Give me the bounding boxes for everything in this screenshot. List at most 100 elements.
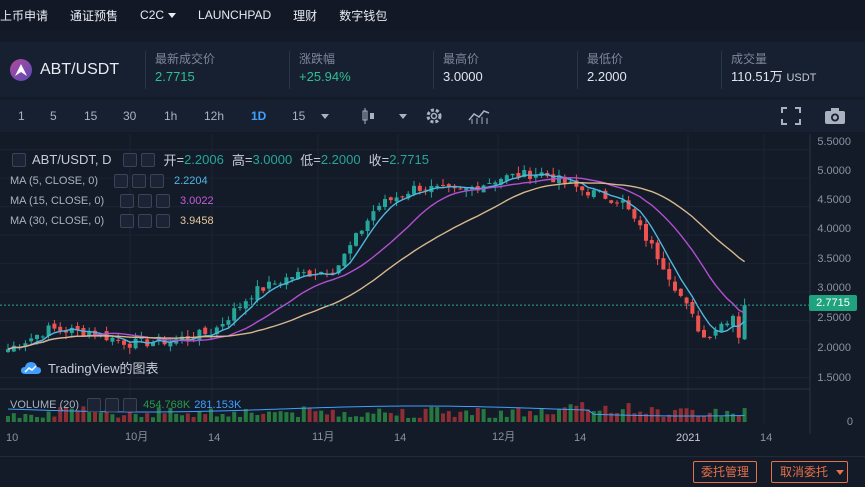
candle-body — [615, 202, 619, 204]
low-label: 低 — [300, 153, 314, 168]
volume-bar — [46, 411, 51, 422]
candle-body — [290, 276, 295, 280]
volume-bar — [580, 402, 585, 422]
candle-body — [336, 265, 341, 274]
chart-canvas[interactable] — [0, 134, 865, 454]
ma-label: MA (30, CLOSE, 0) — [10, 215, 105, 227]
eye-icon[interactable] — [87, 398, 102, 412]
gear-icon[interactable] — [141, 152, 156, 167]
volume-bar — [359, 416, 364, 422]
volume-bar — [35, 417, 39, 422]
volume-bar — [551, 414, 556, 422]
chevron-down-icon — [320, 114, 329, 120]
volume-unit: USDT — [786, 71, 817, 84]
volume-bar — [545, 414, 550, 422]
candle-body — [232, 308, 237, 321]
gear-icon[interactable] — [132, 174, 146, 188]
candle-body — [644, 223, 648, 241]
close-icon[interactable] — [156, 194, 170, 208]
pair-selector[interactable]: ABT/USDT — [0, 58, 145, 81]
close-icon[interactable] — [123, 398, 138, 412]
stat-value: +25.94% — [299, 68, 351, 84]
volume-bar — [313, 411, 318, 422]
nav-wallet[interactable]: 数字钱包 — [339, 8, 388, 23]
volume-bar — [719, 416, 724, 422]
nav-token-presale[interactable]: 通证预售 — [70, 8, 119, 23]
candle-body — [516, 172, 521, 178]
candle-body — [11, 345, 16, 352]
ma-label: MA (15, CLOSE, 0) — [10, 195, 105, 207]
volume-bar — [191, 416, 196, 422]
volume-bar — [278, 411, 283, 422]
candle-body — [684, 297, 689, 304]
volume-bar — [528, 411, 532, 422]
candle-body — [52, 323, 57, 329]
volume-bar — [603, 405, 608, 422]
screenshot-button[interactable] — [824, 107, 846, 128]
interval-15m[interactable]: 15 — [84, 109, 98, 123]
chevron-down-icon[interactable] — [399, 114, 407, 119]
ma-value: 3.0022 — [180, 195, 214, 207]
tradingview-brand[interactable]: TradingView的图表 — [20, 358, 159, 377]
eye-icon[interactable] — [120, 214, 134, 228]
candle-body — [377, 205, 382, 211]
x-tick: 14 — [760, 432, 773, 444]
close-icon[interactable] — [150, 174, 164, 188]
settings-button[interactable] — [425, 107, 443, 128]
interval-12h[interactable]: 12h — [204, 109, 225, 123]
fullscreen-button[interactable] — [781, 107, 801, 128]
interval-30m[interactable]: 30 — [123, 109, 137, 123]
nav-c2c[interactable]: C2C — [140, 8, 177, 22]
candle-body — [87, 331, 92, 336]
nav-finance[interactable]: 理财 — [293, 8, 318, 23]
volume-bar — [174, 413, 179, 422]
candle-body — [464, 188, 469, 191]
candle-body — [23, 343, 28, 347]
collapse-legend-icon[interactable] — [12, 152, 26, 167]
interval-more[interactable]: 15 — [292, 109, 329, 123]
volume-bar — [388, 412, 393, 422]
brand-label: TradingView的图表 — [48, 361, 159, 376]
order-management-button[interactable]: 委托管理 — [693, 461, 757, 483]
eye-icon[interactable] — [120, 194, 134, 208]
candle-body — [690, 302, 695, 314]
candle-type-button[interactable] — [360, 107, 376, 128]
interval-5m[interactable]: 5 — [50, 109, 57, 123]
gear-icon[interactable] — [105, 398, 120, 412]
x-tick: 14 — [208, 432, 221, 444]
nav-listing-apply[interactable]: 上币申请 — [0, 8, 49, 23]
nav-launchpad[interactable]: LAUNCHPAD — [198, 8, 272, 22]
volume-bar — [133, 413, 138, 422]
cancel-orders-button[interactable]: 取消委托 — [771, 461, 848, 483]
interval-1h[interactable]: 1h — [164, 109, 178, 123]
gear-icon[interactable] — [138, 214, 152, 228]
stat-low: 最低价 2.2000 — [577, 50, 721, 89]
volume-bar — [586, 409, 590, 422]
volume-bar — [516, 407, 521, 422]
price-chart[interactable]: ABT/USDT, D 开 = 2.2006 高 = 3.0000 低 = 2.2000 收… — [0, 134, 865, 454]
high-label: 高 — [231, 153, 245, 168]
indicators-button[interactable] — [468, 108, 490, 127]
volume-bar — [731, 413, 735, 422]
candle-body — [127, 343, 132, 348]
candle-body — [446, 184, 451, 187]
interval-1d[interactable]: 1D — [251, 109, 267, 123]
volume-bar — [40, 417, 45, 422]
volume-bar — [243, 408, 248, 422]
eye-icon[interactable] — [123, 152, 138, 167]
gear-icon[interactable] — [138, 194, 152, 208]
candle-body — [249, 298, 254, 300]
candle-body — [725, 323, 730, 326]
candle-body — [435, 185, 440, 188]
close-icon[interactable] — [156, 214, 170, 228]
candle-body — [406, 193, 411, 199]
interval-1m[interactable]: 1 — [18, 109, 25, 123]
volume-bar — [11, 413, 16, 422]
candle-body — [696, 315, 701, 332]
volume-bar — [487, 417, 492, 422]
candle-body — [388, 197, 393, 201]
eye-icon[interactable] — [114, 174, 128, 188]
volume-bar — [127, 410, 132, 422]
volume-bar — [736, 415, 741, 422]
candlestick-icon — [362, 108, 374, 124]
